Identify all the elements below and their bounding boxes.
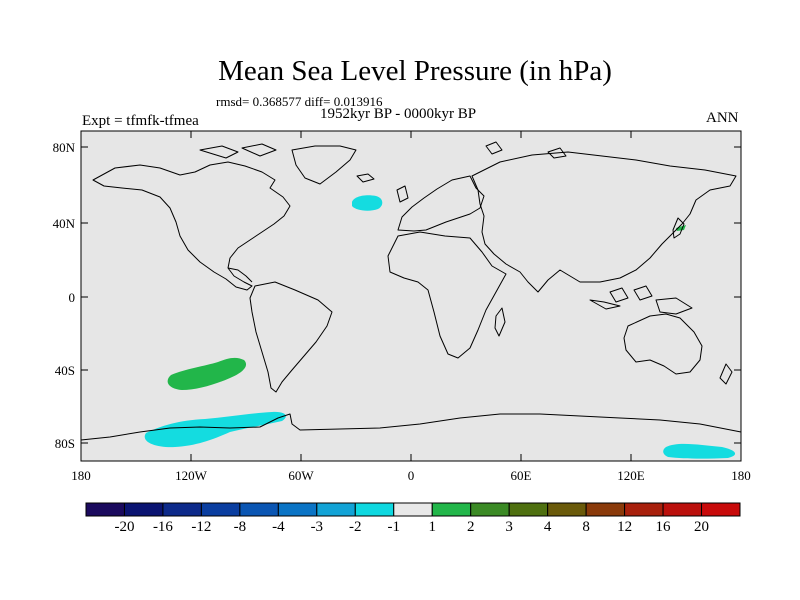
experiment-label: Expt = tfmfk-tfmea — [82, 113, 199, 129]
colorbar-box — [316, 502, 356, 517]
antarctica-coast — [80, 413, 742, 441]
colorbar-box — [200, 502, 241, 517]
colorbar-box — [123, 502, 164, 517]
europe-coast — [397, 175, 485, 232]
colorbar-label: 16 — [655, 519, 671, 535]
colorbar-box — [162, 502, 202, 517]
lat-label-40s: 40S — [54, 363, 75, 378]
australia-coast — [623, 313, 703, 375]
lon-label-120e: 120E — [617, 468, 645, 483]
lon-label-120w: 120W — [175, 468, 207, 483]
asia-coast — [471, 151, 737, 293]
colorbar — [85, 502, 741, 517]
lon-label-180e: 180 — [731, 468, 751, 483]
colorbar-box — [624, 502, 664, 517]
southeast-asia-islands — [589, 285, 693, 315]
lon-label-0: 0 — [407, 468, 415, 483]
colorbar-label: -3 — [310, 519, 324, 535]
madagascar-coast — [494, 307, 506, 337]
new-zealand-coast — [719, 363, 733, 385]
season-label: ANN — [706, 110, 739, 126]
south-pacific-positive-anomaly — [167, 357, 247, 390]
colorbar-box — [585, 502, 626, 517]
north-america-coast — [92, 161, 291, 291]
stats-text: rmsd= 0.368577 diff= 0.013916 — [216, 94, 383, 109]
colorbar-box — [354, 502, 395, 517]
lon-label-60e: 60E — [510, 468, 532, 483]
plot-title: Mean Sea Level Pressure (in hPa) — [218, 55, 612, 87]
iceland-coast — [356, 173, 375, 183]
colorbar-box — [662, 502, 703, 517]
colorbar-label: 8 — [582, 519, 590, 535]
lon-label-60w: 60W — [288, 468, 314, 483]
colorbar-box — [85, 502, 125, 517]
arctic-islands — [199, 141, 567, 159]
south-america-coast — [249, 281, 333, 393]
colorbar-box — [393, 502, 433, 517]
colorbar-label: 1 — [428, 519, 436, 535]
central-america-coast — [227, 267, 253, 283]
colorbar-label: -20 — [114, 519, 135, 535]
north-atlantic-negative-anomaly — [352, 195, 383, 211]
japan-coast — [672, 217, 685, 239]
lon-label-180w: 180 — [71, 468, 91, 483]
antarctic-tasman-negative-anomaly — [663, 443, 736, 459]
colorbar-label: 2 — [466, 519, 475, 535]
colorbar-label: 20 — [694, 519, 710, 535]
colorbar-label: 4 — [543, 519, 552, 535]
british-isles-coast — [396, 185, 409, 203]
lat-label-0: 0 — [68, 290, 76, 305]
colorbar-box — [508, 502, 549, 517]
colorbar-label: 3 — [505, 519, 513, 535]
greenland-coast — [291, 145, 357, 185]
colorbar-label: -2 — [349, 519, 362, 535]
lat-label-40n: 40N — [52, 216, 75, 231]
colorbar-box — [547, 502, 587, 517]
colorbar-box — [277, 502, 318, 517]
colorbar-label: -12 — [191, 519, 212, 535]
colorbar-box — [431, 502, 472, 517]
map-background — [81, 131, 741, 461]
africa-coast — [387, 231, 507, 359]
colorbar-label: -16 — [152, 519, 173, 535]
colorbar-label: -1 — [387, 519, 401, 535]
lat-label-80n: 80N — [52, 140, 75, 155]
axis-ticks — [81, 131, 741, 461]
colorbar-box — [239, 502, 279, 517]
colorbar-label: -8 — [233, 519, 247, 535]
antarctic-pacific-negative-anomaly — [144, 411, 286, 448]
coastlines — [80, 141, 742, 441]
period-text: 1952kyr BP - 0000kyr BP — [320, 106, 477, 122]
colorbar-label: 12 — [617, 519, 633, 535]
colorbar-box — [701, 502, 741, 517]
colorbar-box — [470, 502, 510, 517]
colorbar-label: -4 — [272, 519, 285, 535]
lat-label-80s: 80S — [54, 436, 75, 451]
